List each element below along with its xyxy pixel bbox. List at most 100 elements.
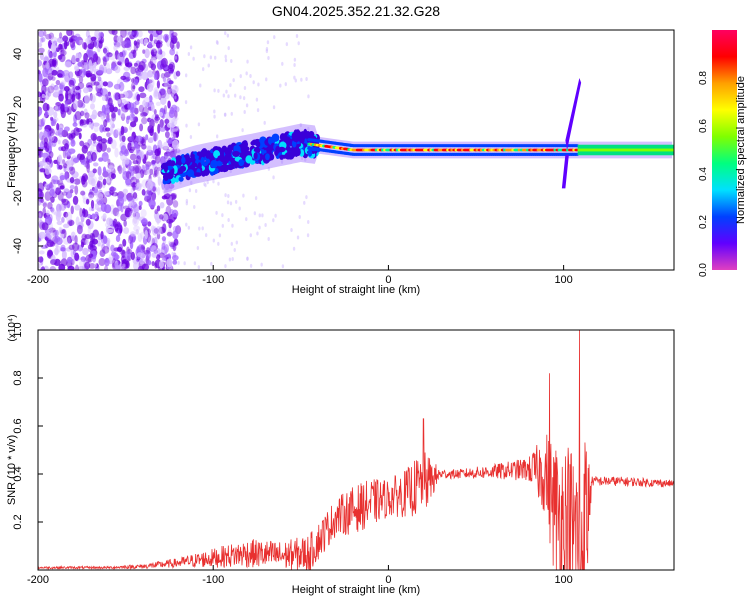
spectrogram-noise-cell xyxy=(124,157,130,165)
spectrogram-trend-cell xyxy=(265,153,270,161)
spectrogram-noise-cell xyxy=(169,196,172,201)
spectrogram-noise-cell xyxy=(42,207,47,217)
spectrogram-noise-cell xyxy=(113,207,118,216)
spectrogram-noise-cell xyxy=(47,85,55,94)
spectrogram-noise-cell xyxy=(80,119,87,126)
spectrogram-noise-cell xyxy=(174,95,177,100)
y-tick-label: 40 xyxy=(12,48,24,60)
spectrogram-noise-cell xyxy=(125,171,132,179)
spectrogram-noise-cell xyxy=(94,211,99,218)
spectrogram-noise-cell xyxy=(167,67,175,74)
spectrogram-noise-cell xyxy=(168,80,174,85)
spectrogram-noise-cell xyxy=(85,218,91,226)
spectrogram-noise-cell xyxy=(100,138,107,144)
spectrogram-noise-cell xyxy=(226,33,230,38)
spectrogram-noise-cell xyxy=(113,92,120,101)
spectrogram-noise-cell xyxy=(42,115,47,123)
spectrogram-noise-cell xyxy=(157,47,163,55)
spectrogram-noise-cell xyxy=(42,102,49,112)
spectrogram-noise-cell xyxy=(106,177,111,184)
spectrogram-noise-cell xyxy=(133,204,140,214)
spectrogram-noise-cell xyxy=(151,159,157,165)
spectrogram-noise-cell xyxy=(93,53,99,62)
spectrogram-noise-cell xyxy=(154,148,161,157)
spectrogram-noise-cell xyxy=(71,54,77,64)
spectrogram-noise-cell xyxy=(198,226,201,231)
spectrogram-noise-cell xyxy=(38,210,44,219)
spectrogram-trend-cell xyxy=(216,160,223,167)
spectrogram-noise-cell xyxy=(74,234,78,245)
spectrogram-noise-cell xyxy=(185,222,188,227)
spectrogram-noise-cell xyxy=(108,30,116,35)
spectrogram-noise-cell xyxy=(266,40,270,45)
spectrogram-noise-cell xyxy=(74,204,81,211)
spectrogram-noise-cell xyxy=(166,258,173,268)
spectrogram-noise-cell xyxy=(122,188,129,194)
spectrogram-noise-cell xyxy=(123,128,128,133)
spectrogram-noise-cell xyxy=(215,210,218,215)
spectrogram-noise-cell xyxy=(134,100,140,106)
spectrogram-noise-cell xyxy=(41,78,49,87)
spectrogram-noise-cell xyxy=(73,99,79,110)
spectrogram-noise-cell xyxy=(134,164,142,174)
spectrogram-x-ticks: -200 -100 0 100 xyxy=(27,265,573,286)
spectrogram-noise-cell xyxy=(172,200,179,208)
spectrogram-noise-cell xyxy=(121,50,126,58)
spectrogram-noise-cell xyxy=(67,265,75,270)
spectrogram-noise-cell xyxy=(155,226,162,235)
spectrogram-trend-cell xyxy=(187,157,194,162)
spectrogram-noise-cell xyxy=(87,174,94,185)
spectrogram-noise-cell xyxy=(133,206,139,214)
spectrogram-noise-cell xyxy=(300,156,304,161)
spectrogram-noise-cell xyxy=(242,96,246,101)
spectrogram-noise-cell xyxy=(57,54,63,60)
spectrogram-noise-cell xyxy=(102,56,107,67)
y-tick-label: 0.4 xyxy=(12,466,24,481)
spectrogram-noise-cell xyxy=(229,201,233,206)
spectrogram-noise-cell xyxy=(132,192,138,199)
spectrogram-noise-cell xyxy=(88,191,95,199)
spectrogram-noise-cell xyxy=(245,71,248,76)
spectrogram-noise-cell xyxy=(221,213,224,218)
spectrogram-noise-cell xyxy=(156,80,160,89)
spectrogram-noise-cell xyxy=(97,166,102,176)
spectrogram-noise-cell xyxy=(257,82,260,87)
spectrogram-noise-cell xyxy=(89,93,96,104)
spectrogram-noise-cell xyxy=(129,153,137,161)
spectrogram-noise-cell xyxy=(69,39,76,49)
spectrogram-noise-cell xyxy=(235,240,238,245)
spectrogram-noise-cell xyxy=(66,132,73,139)
spectrogram-noise-cell xyxy=(38,72,43,83)
spectrogram-noise-cell xyxy=(213,109,216,114)
spectrogram-noise-cell xyxy=(147,41,153,48)
spectrogram-noise-cell xyxy=(73,178,81,185)
spectrogram-noise-cell xyxy=(246,256,249,261)
spectrogram-noise-cell xyxy=(138,73,143,81)
spectrogram-trend-cell xyxy=(275,145,281,154)
spectrogram-noise-cell xyxy=(151,104,155,112)
spectrogram-noise-cell xyxy=(103,68,107,74)
spectrogram-noise-cell xyxy=(108,53,116,61)
spectrogram-noise-cell xyxy=(189,45,193,50)
spectrogram-noise-cell xyxy=(149,118,155,129)
spectrogram-noise-cell xyxy=(40,197,44,204)
spectrogram-noise-cell xyxy=(106,132,111,138)
spectrogram-noise-cell xyxy=(281,61,284,66)
spectrogram-noise-cell xyxy=(201,67,205,72)
spectrogram-noise-cell xyxy=(144,48,150,59)
spectrogram-noise-cell xyxy=(70,30,75,37)
spectrogram-noise-cell xyxy=(147,235,155,245)
spectrogram-noise-cell xyxy=(249,233,252,238)
spectrogram-noise-cell xyxy=(38,212,42,219)
spectrogram-noise-cell xyxy=(100,110,106,116)
spectrogram-noise-cell xyxy=(107,91,111,97)
spectrogram-noise-cell xyxy=(57,73,63,78)
spectrogram-noise-cell xyxy=(59,175,66,181)
spectrogram-noise-cell xyxy=(82,42,87,50)
spectrogram-noise-cell xyxy=(151,57,157,65)
spectrogram-noise-cell xyxy=(119,51,124,58)
spectrogram-noise-cell xyxy=(106,228,114,234)
spectrogram-noise-cell xyxy=(298,215,301,220)
snr-frame xyxy=(37,329,675,571)
spectrogram-noise-cell xyxy=(43,141,48,149)
